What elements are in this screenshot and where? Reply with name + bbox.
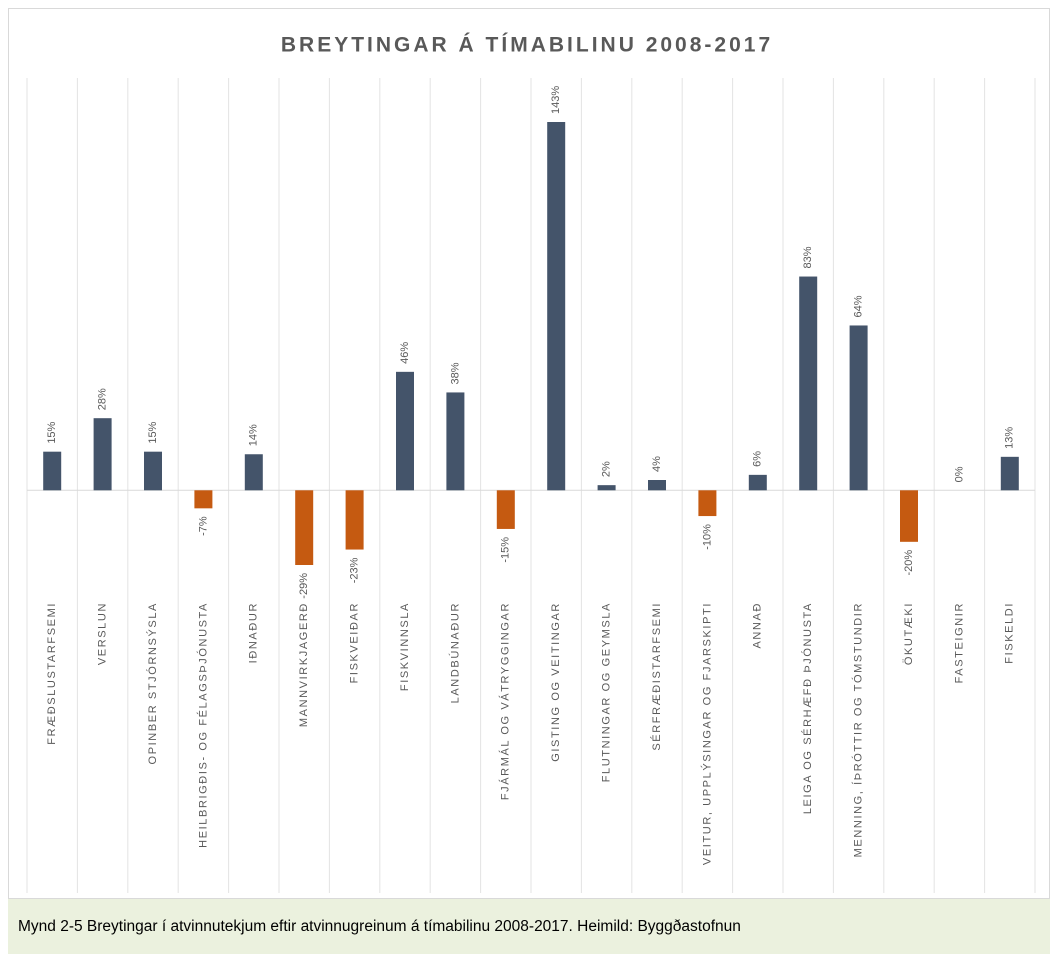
caption: Mynd 2-5 Breytingar í atvinnutekjum efti… xyxy=(18,918,741,935)
bar xyxy=(900,490,918,542)
value-label: -29% xyxy=(298,573,310,599)
x-tick-label: ÖKUTÆKI xyxy=(903,602,915,665)
bar xyxy=(446,392,465,491)
value-label: 28% xyxy=(97,388,109,410)
value-label: -15% xyxy=(500,537,512,563)
bar xyxy=(1000,456,1019,491)
bar xyxy=(799,276,818,491)
bar xyxy=(748,474,767,491)
value-label: -23% xyxy=(349,557,361,583)
bar xyxy=(244,454,263,491)
x-tick-label: LANDBÚNAÐUR xyxy=(448,602,461,703)
value-label: 14% xyxy=(248,424,260,446)
x-tick-label: SÉRFRÆÐISTARFSEMI xyxy=(650,602,663,751)
x-tick-label: OPINBER STJÓRNSÝSLA xyxy=(146,602,159,764)
caption-box xyxy=(8,899,1050,954)
x-tick-label: VEITUR, UPPLÝSINGAR OG FJARSKIPTI xyxy=(700,602,713,865)
bar xyxy=(295,490,314,565)
bar xyxy=(597,485,616,491)
value-label: 15% xyxy=(147,421,159,443)
x-tick-label: VERSLUN xyxy=(97,602,109,665)
bar xyxy=(144,451,162,491)
x-tick-label: FISKELDI xyxy=(1004,602,1016,664)
x-tick-label: ANNAÐ xyxy=(752,602,764,649)
value-label: 143% xyxy=(550,86,562,114)
x-tick-label: GISTING OG VEITINGAR xyxy=(550,602,562,762)
value-label: 83% xyxy=(802,246,814,268)
value-label: 4% xyxy=(651,456,663,472)
value-label: 64% xyxy=(853,295,865,317)
x-tick-label: MENNING, ÍÞRÓTTIR OG TÓMSTUNDIR xyxy=(852,602,865,857)
bar xyxy=(345,490,364,550)
x-tick-label: LEIGA OG SÉRHÆFÐ ÞJÓNUSTA xyxy=(801,602,814,814)
x-tick-label: FRÆÐSLUSTARFSEMI xyxy=(46,602,58,745)
x-tick-label: FISKVEIÐAR xyxy=(349,602,361,683)
value-label: 46% xyxy=(399,342,411,364)
value-label: 13% xyxy=(1004,427,1016,449)
bar xyxy=(194,490,213,509)
bar xyxy=(43,451,62,491)
bar xyxy=(547,122,566,491)
x-tick-label: FISKVINNSLA xyxy=(399,602,411,691)
bar xyxy=(496,490,515,529)
x-tick-label: HEILBRIGÐIS- OG FÉLAGSÞJÓNUSTA xyxy=(196,602,209,848)
bar xyxy=(396,371,414,491)
x-tick-label: MANNVIRKJAGERÐ xyxy=(298,602,310,727)
bar xyxy=(93,418,112,491)
x-tick-label: FLUTNINGAR OG GEYMSLA xyxy=(601,602,613,782)
chart-title: BREYTINGAR Á TÍMABILINU 2008-2017 xyxy=(281,34,773,57)
x-tick-label: FJÁRMÁL OG VÁTRYGGINGAR xyxy=(499,602,512,800)
value-label: 38% xyxy=(449,362,461,384)
value-label: -10% xyxy=(701,524,713,550)
value-label: -20% xyxy=(903,550,915,576)
chart-frame xyxy=(8,8,1050,899)
value-label: 2% xyxy=(601,461,613,477)
value-label: 0% xyxy=(953,466,965,482)
x-tick-label: FASTEIGNIR xyxy=(953,602,965,683)
x-tick-label: IÐNAÐUR xyxy=(248,602,260,663)
bar xyxy=(648,480,666,491)
value-label: 6% xyxy=(752,451,764,467)
value-label: 15% xyxy=(46,421,58,443)
bar xyxy=(698,490,717,517)
value-label: -7% xyxy=(197,516,209,536)
bar xyxy=(849,325,868,491)
